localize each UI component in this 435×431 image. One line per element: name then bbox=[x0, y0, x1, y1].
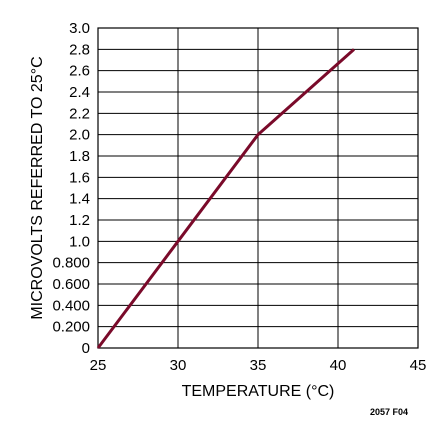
x-axis-ticks: 25 30 35 40 45 bbox=[90, 357, 427, 374]
x-tick-label: 35 bbox=[250, 357, 267, 374]
y-tick-label: 2.2 bbox=[69, 105, 90, 122]
figure-id: 2057 F04 bbox=[370, 407, 408, 417]
x-tick-label: 45 bbox=[410, 357, 427, 374]
series-layer bbox=[96, 48, 355, 349]
y-tick-label: 2.4 bbox=[69, 84, 90, 101]
y-tick-label: 1.6 bbox=[69, 169, 90, 186]
grid bbox=[97, 27, 419, 349]
y-tick-label: 0.600 bbox=[52, 276, 90, 293]
x-tick-label: 30 bbox=[170, 357, 187, 374]
y-tick-label: 2.0 bbox=[69, 127, 90, 144]
y-axis-ticks: 0 0.200 0.400 0.600 0.800 1.0 1.2 1.4 1.6 1.8 2.0 2… bbox=[52, 20, 90, 357]
y-tick-label: 1.0 bbox=[69, 233, 90, 250]
y-tick-label: 0.200 bbox=[52, 319, 90, 336]
y-tick-label: 3.0 bbox=[69, 20, 90, 37]
series-line bbox=[96, 48, 355, 349]
y-tick-label: 0 bbox=[82, 340, 90, 357]
y-tick-label: 0.800 bbox=[52, 255, 90, 272]
y-tick-label: 2.6 bbox=[69, 63, 90, 80]
x-tick-label: 40 bbox=[330, 357, 347, 374]
y-tick-label: 2.8 bbox=[69, 41, 90, 58]
y-axis-label: MICROVOLTS REFERRED TO 25°C bbox=[29, 56, 46, 319]
y-tick-label: 1.2 bbox=[69, 212, 90, 229]
x-axis-label: TEMPERATURE (°C) bbox=[182, 383, 335, 400]
y-tick-label: 1.4 bbox=[69, 191, 90, 208]
y-tick-label: 1.8 bbox=[69, 148, 90, 165]
x-tick-label: 25 bbox=[90, 357, 107, 374]
y-tick-label: 0.400 bbox=[52, 297, 90, 314]
